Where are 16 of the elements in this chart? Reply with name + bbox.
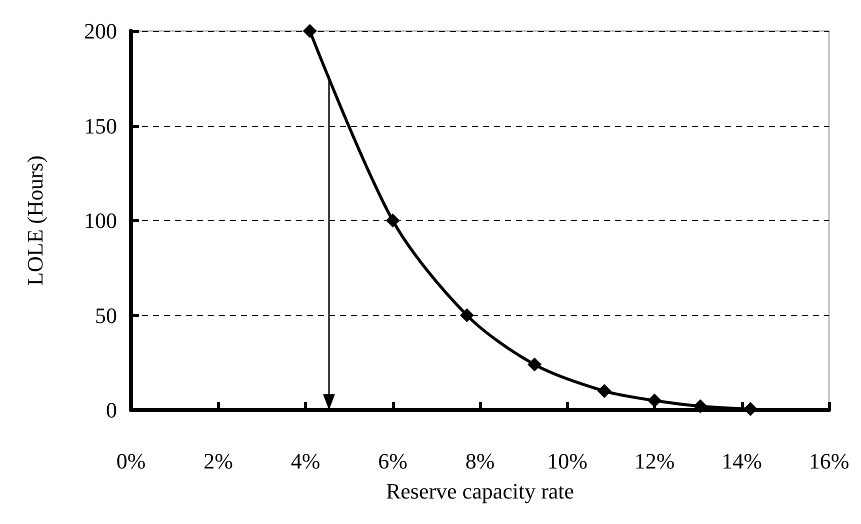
x-tick-label: 8%: [465, 448, 495, 474]
y-tick-label: 100: [84, 208, 117, 233]
y-tick-label: 50: [95, 302, 117, 328]
x-tick-label: 2%: [204, 448, 233, 474]
x-tick-label: 0%: [116, 448, 146, 474]
y-tick-label: 0: [106, 398, 117, 422]
x-tick-label: 10%: [547, 448, 588, 474]
x-axis-title: Reserve capacity rate: [386, 478, 574, 504]
y-tick-label: 200: [84, 18, 117, 44]
x-tick-label: 14%: [722, 448, 762, 474]
x-tick-label: 4%: [290, 448, 320, 474]
x-tick-label: 6%: [378, 448, 408, 474]
y-tick-label: 150: [84, 113, 117, 138]
y-axis-title: LOLE (Hours): [22, 155, 48, 286]
x-tick-label: 16%: [808, 448, 850, 474]
x-tick-label: 12%: [634, 448, 675, 474]
